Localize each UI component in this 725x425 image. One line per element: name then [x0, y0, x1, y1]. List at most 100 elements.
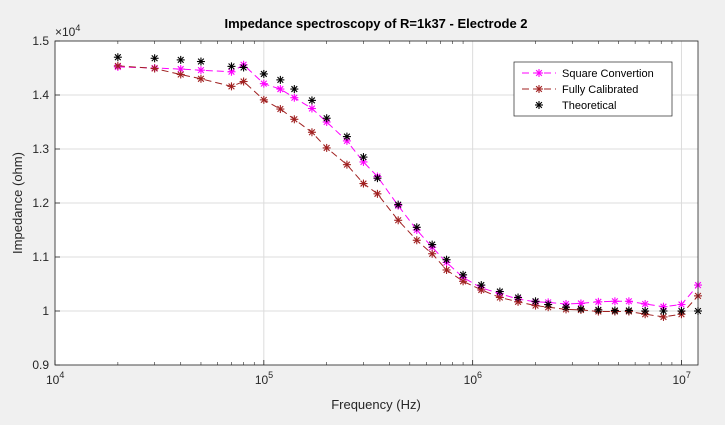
marker-stroke	[360, 153, 367, 161]
data-point	[290, 115, 299, 124]
marker-stroke	[260, 70, 268, 78]
data-point	[594, 297, 603, 306]
data-point	[176, 55, 185, 64]
marker-stroke	[277, 105, 284, 113]
data-point	[307, 128, 316, 137]
y-tick-label: 1	[42, 304, 49, 318]
marker-stroke	[197, 66, 205, 74]
data-point	[239, 63, 248, 72]
marker-stroke	[114, 62, 122, 70]
data-point	[477, 281, 486, 290]
data-point	[610, 297, 619, 306]
data-point	[641, 307, 650, 315]
marker-stroke	[678, 307, 685, 315]
data-point	[394, 200, 403, 209]
marker-stroke	[360, 158, 367, 166]
data-point	[307, 104, 316, 113]
data-point	[544, 300, 553, 309]
marker-stroke	[678, 301, 685, 308]
marker-stroke	[413, 224, 421, 231]
legend-marker	[535, 85, 543, 93]
x-tick-label-exp: 5	[268, 370, 273, 380]
data-point	[290, 93, 299, 102]
data-point	[150, 64, 159, 73]
marker-stroke	[478, 281, 485, 289]
legend: Square Convertion Fully Calibrated Theoret…	[513, 61, 673, 117]
data-point	[412, 236, 421, 245]
data-point	[659, 307, 668, 315]
marker-stroke	[197, 75, 205, 83]
legend-marker	[535, 101, 543, 109]
y-tick-label: 0.9	[32, 358, 49, 372]
y-tick-label: 1.1	[32, 250, 49, 264]
data-point	[342, 132, 351, 141]
x-tick-label: 105	[255, 370, 273, 387]
marker-stroke	[459, 278, 467, 285]
marker-stroke	[577, 300, 585, 307]
data-point	[227, 62, 236, 71]
data-point	[196, 66, 205, 75]
legend-item: Fully Calibrated	[522, 84, 638, 96]
x-tick-label-exp: 6	[477, 370, 482, 380]
marker-stroke	[428, 241, 436, 248]
y-exponent-base: ×10	[55, 25, 76, 39]
data-point	[196, 57, 205, 66]
data-point	[394, 216, 403, 225]
marker-stroke	[595, 306, 602, 314]
marker-stroke	[114, 53, 122, 61]
marker-stroke	[308, 105, 316, 112]
marker-stroke	[177, 65, 184, 73]
x-tick-label-exp: 4	[59, 370, 64, 380]
marker-stroke	[641, 300, 649, 308]
x-tick-label-base: 10	[46, 373, 60, 387]
y-tick-label: 1.5	[32, 34, 49, 48]
y-exponent-label: ×104	[55, 23, 80, 39]
data-point	[624, 306, 633, 315]
data-point	[259, 95, 268, 104]
marker-stroke	[428, 250, 436, 258]
x-axis-label: Frequency (Hz)	[331, 397, 421, 412]
data-point	[276, 85, 285, 94]
marker-stroke	[595, 298, 602, 306]
marker-stroke	[535, 101, 543, 109]
marker-stroke	[151, 55, 158, 62]
marker-stroke	[228, 83, 235, 90]
legend-item: Theoretical	[535, 100, 616, 112]
data-point	[495, 287, 504, 296]
data-point	[307, 96, 316, 105]
marker-stroke	[177, 56, 184, 64]
data-point	[659, 312, 668, 321]
marker-stroke	[260, 80, 268, 87]
data-point	[342, 160, 351, 169]
legend-label: Theoretical	[562, 100, 616, 112]
data-point	[227, 82, 236, 91]
marker-stroke	[291, 116, 298, 123]
marker-stroke	[577, 305, 585, 313]
data-point	[113, 61, 122, 70]
legend-label: Fully Calibrated	[562, 84, 638, 96]
marker-stroke	[496, 288, 504, 295]
data-point	[239, 77, 248, 86]
data-point	[412, 223, 421, 232]
x-tick-label-base: 10	[464, 373, 478, 387]
y-axis-label: Impedance (ohm)	[10, 152, 25, 254]
marker-stroke	[360, 180, 367, 187]
marker-stroke	[478, 286, 485, 294]
data-point	[322, 114, 331, 123]
marker-stroke	[532, 298, 539, 305]
marker-stroke	[343, 133, 351, 140]
marker-stroke	[260, 96, 268, 104]
data-point	[359, 179, 368, 188]
marker-stroke	[343, 161, 351, 168]
data-point	[428, 240, 437, 249]
marker-stroke	[660, 313, 667, 321]
marker-stroke	[308, 128, 316, 136]
marker-stroke	[544, 301, 552, 308]
marker-stroke	[240, 64, 247, 71]
y-tick-label: 1.4	[32, 88, 49, 102]
data-point	[442, 255, 451, 264]
marker-stroke	[413, 236, 421, 244]
y-tick-label: 1.3	[32, 142, 49, 156]
marker-stroke	[228, 68, 235, 76]
